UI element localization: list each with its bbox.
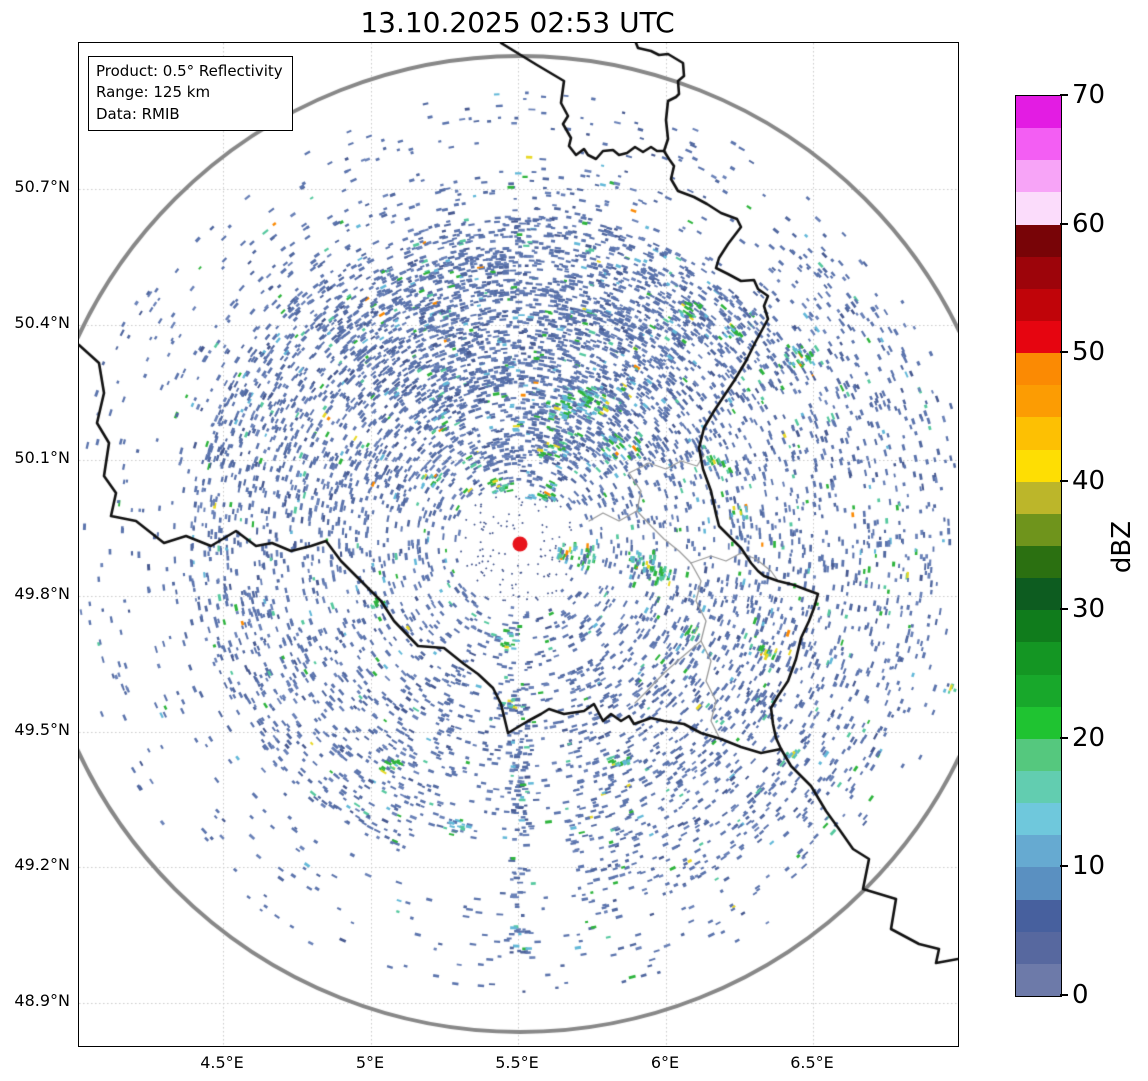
colorbar-tick-mark (1060, 608, 1068, 611)
lat-tick-label: 50.4°N (14, 313, 70, 332)
lat-tick-label: 49.8°N (14, 584, 70, 603)
colorbar-tick-label: 60 (1072, 208, 1106, 239)
colorbar-segment (1016, 160, 1061, 193)
colorbar-segment (1016, 803, 1061, 836)
lon-tick-label: 5°E (355, 1053, 385, 1072)
colorbar-tick-mark (1060, 222, 1068, 225)
colorbar-tick-mark (1060, 94, 1068, 96)
colorbar-segment (1016, 835, 1061, 868)
lon-tick-label: 6.5°E (790, 1053, 834, 1072)
colorbar-segment (1016, 256, 1061, 289)
range-info-line: Range: 125 km (96, 83, 211, 102)
data-source-line: Data: RMIB (96, 104, 180, 123)
colorbar-axis-label: dBZ (1107, 520, 1138, 574)
colorbar-tick-label: 0 (1072, 980, 1089, 1010)
lon-tick-label: 4.5°E (200, 1053, 244, 1072)
colorbar-segment (1016, 96, 1061, 129)
colorbar-segment (1016, 867, 1061, 900)
colorbar-tick-mark (1060, 865, 1068, 868)
colorbar-segment (1016, 320, 1061, 354)
lat-tick-label: 48.9°N (14, 991, 70, 1010)
lat-tick-label: 50.1°N (14, 448, 70, 467)
colorbar-segment (1016, 770, 1061, 804)
colorbar-segment (1016, 578, 1061, 611)
colorbar-segment (1016, 642, 1061, 675)
colorbar-segment (1016, 481, 1061, 514)
colorbar-segment (1016, 513, 1061, 546)
colorbar-segment (1016, 931, 1061, 964)
colorbar-tick-mark (1060, 351, 1068, 354)
colorbar-tick-label: 70 (1072, 80, 1106, 110)
colorbar-tick-label: 10 (1072, 851, 1106, 882)
colorbar-segment (1016, 674, 1061, 707)
colorbar-tick-label: 50 (1072, 337, 1106, 368)
lat-tick-label: 50.7°N (14, 177, 70, 196)
colorbar-segment (1016, 385, 1061, 418)
colorbar-segment (1016, 224, 1061, 257)
colorbar-segment (1016, 706, 1061, 739)
lat-tick-label: 49.5°N (14, 720, 70, 739)
colorbar-segment (1016, 192, 1061, 225)
colorbar-segment (1016, 545, 1061, 579)
colorbar-tick-label: 40 (1072, 465, 1106, 496)
lat-tick-label: 49.2°N (14, 855, 70, 874)
colorbar-segment (1016, 738, 1061, 771)
colorbar-segment (1016, 963, 1061, 996)
colorbar-segment (1016, 449, 1061, 482)
colorbar-tick-mark (1060, 736, 1068, 739)
colorbar-tick-label: 30 (1072, 594, 1106, 625)
colorbar-segment (1016, 288, 1061, 321)
reflectivity-colorbar (1015, 95, 1062, 997)
radar-map-canvas (79, 43, 958, 1046)
colorbar-segment (1016, 610, 1061, 643)
colorbar-tick-mark (1060, 994, 1068, 996)
colorbar-tick-label: 20 (1072, 722, 1106, 753)
page-title: 13.10.2025 02:53 UTC (360, 6, 675, 39)
product-info-line: Product: 0.5° Reflectivity (96, 62, 283, 80)
product-info-box: Product: 0.5° Reflectivity Range: 125 km… (88, 56, 293, 132)
lon-tick-label: 6°E (650, 1053, 680, 1072)
colorbar-segment (1016, 128, 1061, 161)
map-plot-area (78, 42, 959, 1047)
colorbar-segment (1016, 353, 1061, 386)
colorbar-segment (1016, 417, 1061, 450)
colorbar-tick-mark (1060, 479, 1068, 482)
lon-tick-label: 5.5°E (495, 1053, 539, 1072)
colorbar-segment (1016, 899, 1061, 932)
